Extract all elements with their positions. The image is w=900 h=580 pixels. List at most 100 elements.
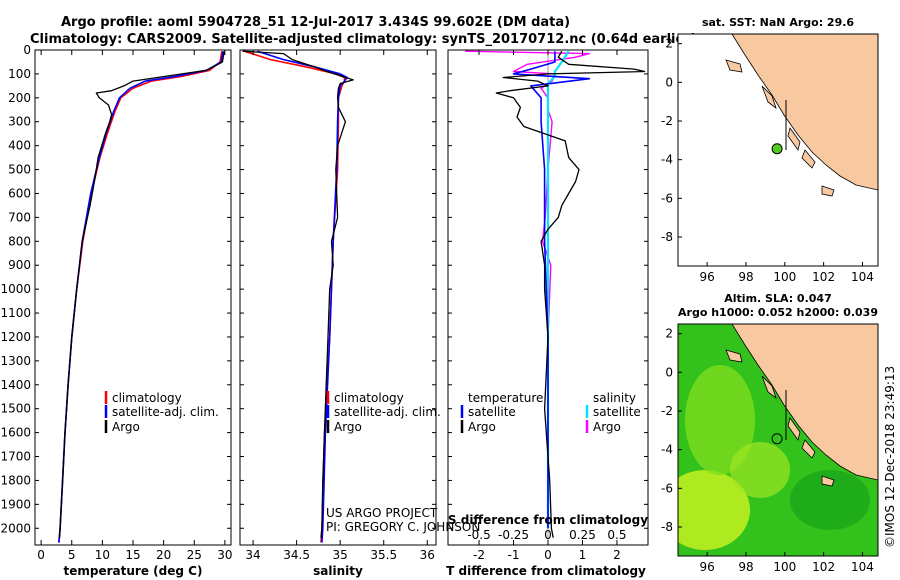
depth-tick-label: 1400 [0,378,31,392]
depth-tick-label: 1600 [0,426,31,440]
temperature-tick-label: 25 [187,548,202,562]
t-diff-argo-line [495,50,646,538]
island-3 [787,127,801,151]
s-diff-tick-label: -0.5 [467,528,490,542]
temperature-tick-label: 15 [125,548,140,562]
lon-tick-label: 102 [812,560,835,574]
t-diff-tick-label: 2 [613,548,621,562]
legend-salinity-head: salinity [593,391,636,405]
lon-tick-label: 98 [738,560,753,574]
s-diff-satellite-line [546,50,570,529]
island-2 [761,375,777,400]
lat-tick-label: -6 [661,481,673,495]
s-diff-tick-label: -0.25 [498,528,529,542]
depth-tick-label: 1100 [0,306,31,320]
island-1 [725,349,743,363]
depth-tick-label: 1300 [0,354,31,368]
s-diff-tick-label: 0 [544,528,552,542]
lon-tick-label: 96 [699,270,714,284]
difference-legend: temperature satellite Argo salinity sate… [460,391,641,434]
legend-t-satellite-label: satellite [468,405,516,419]
temperature-tick-label: 30 [217,548,232,562]
lat-tick-label: 0 [665,365,673,379]
lat-tick-label: 2 [665,327,673,341]
lon-tick-label: 102 [812,270,835,284]
temperature-tick-label: 5 [68,548,76,562]
difference-xlabel: T difference from climatology [446,564,646,578]
s-diff-tick-label: 0.25 [569,528,596,542]
difference-xlabel2: S difference from climatology [448,513,648,527]
temperature-tick-label: 20 [156,548,171,562]
salinity-argo-line [242,50,354,538]
sumatra-land [731,34,878,191]
island-5 [821,185,835,197]
sst-map: sat. SST: NaN Argo: 29.6 96 98 100 102 104 2 0… [661,16,879,284]
island-4 [801,149,816,169]
salinity-tick-label: 34 [245,548,260,562]
salinity-axes [239,49,437,546]
depth-tick-label: 1200 [0,330,31,344]
sst-map-frame [677,33,879,267]
legend-climatology-label: climatology [112,391,182,405]
temperature-climatology-line [58,51,223,543]
legend-satellite-label: satellite-adj. clim. [112,405,219,419]
legend-s-satellite-label: satellite [593,405,641,419]
title-line2: Climatology: CARS2009. Satellite-adjuste… [30,32,697,47]
lon-tick-label: 98 [738,270,753,284]
sla-blob-3 [730,442,790,498]
sla-map-frame [677,323,879,557]
lon-tick-label: 104 [851,560,874,574]
depth-tick-label: 1800 [0,473,31,487]
legend-satellite-label: satellite-adj. clim. [334,405,441,419]
salinity-tick-label: 35 [333,548,348,562]
island-3 [787,417,801,441]
lat-tick-label: -8 [661,520,673,534]
temperature-tick-label: 10 [95,548,110,562]
salinity-tick-label: 35.5 [370,548,397,562]
lon-tick-label: 100 [773,270,796,284]
salinity-tick-label: 34.5 [283,548,310,562]
island-5 [821,475,835,487]
legend-temperature-head: temperature [468,391,543,405]
lat-tick-label: -2 [661,404,673,418]
lon-tick-label: 104 [851,270,874,284]
sumatra-land [731,324,878,481]
depth-tick-label: 700 [8,210,31,224]
argo-position-marker [771,143,783,155]
legend-argo-label: Argo [334,420,362,434]
lat-tick-label: -4 [661,153,673,167]
temperature-axes [34,49,232,546]
sla-blob-4 [790,470,870,530]
argo-position-marker [771,433,783,445]
legend-t-argo-label: Argo [468,420,496,434]
temperature-legend: climatology satellite-adj. clim. Argo [104,391,219,434]
salinity-satellite-line [257,50,348,543]
salinity-legend: climatology satellite-adj. clim. Argo [326,391,441,434]
sla-map-title2: Argo h1000: 0.052 h2000: 0.039 [678,306,878,319]
depth-tick-label: 200 [8,91,31,105]
difference-panel: -2 -1 0 1 2 -0.5 -0.25 0 0.25 0.5 T difference fr… [446,49,649,578]
depth-tick-label: 600 [8,186,31,200]
depth-tick-label: 1500 [0,402,31,416]
temperature-tick-label: 0 [37,548,45,562]
temperature-xlabel: temperature (deg C) [64,564,203,578]
depth-tick-label: 300 [8,115,31,129]
s-diff-tick-label: 0.5 [607,528,626,542]
s-diff-argo-line [465,50,591,529]
salinity-panel: 34 34.5 35 35.5 36 salinity climatology sate… [239,49,480,578]
lat-tick-label: 2 [665,37,673,51]
credit-line2: PI: GREGORY C. JOHNSON [326,520,480,534]
depth-tick-label: 500 [8,163,31,177]
lon-tick-label: 100 [773,560,796,574]
lat-tick-label: -6 [661,191,673,205]
lat-tick-label: 0 [665,75,673,89]
sla-map-title1: Altim. SLA: 0.047 [724,292,831,305]
salinity-xlabel: salinity [313,564,363,578]
depth-tick-label: 900 [8,258,31,272]
title-line1: Argo profile: aoml 5904728_51 12-Jul-201… [61,15,570,30]
t-diff-tick-label: 0 [544,548,552,562]
sst-map-title: sat. SST: NaN Argo: 29.6 [702,16,854,29]
t-diff-tick-label: 1 [579,548,587,562]
depth-tick-label: 2000 [0,521,31,535]
